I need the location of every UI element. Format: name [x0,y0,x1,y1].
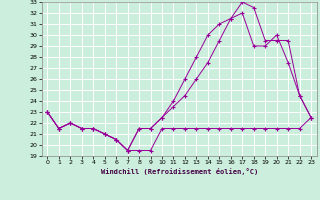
X-axis label: Windchill (Refroidissement éolien,°C): Windchill (Refroidissement éolien,°C) [100,168,258,175]
